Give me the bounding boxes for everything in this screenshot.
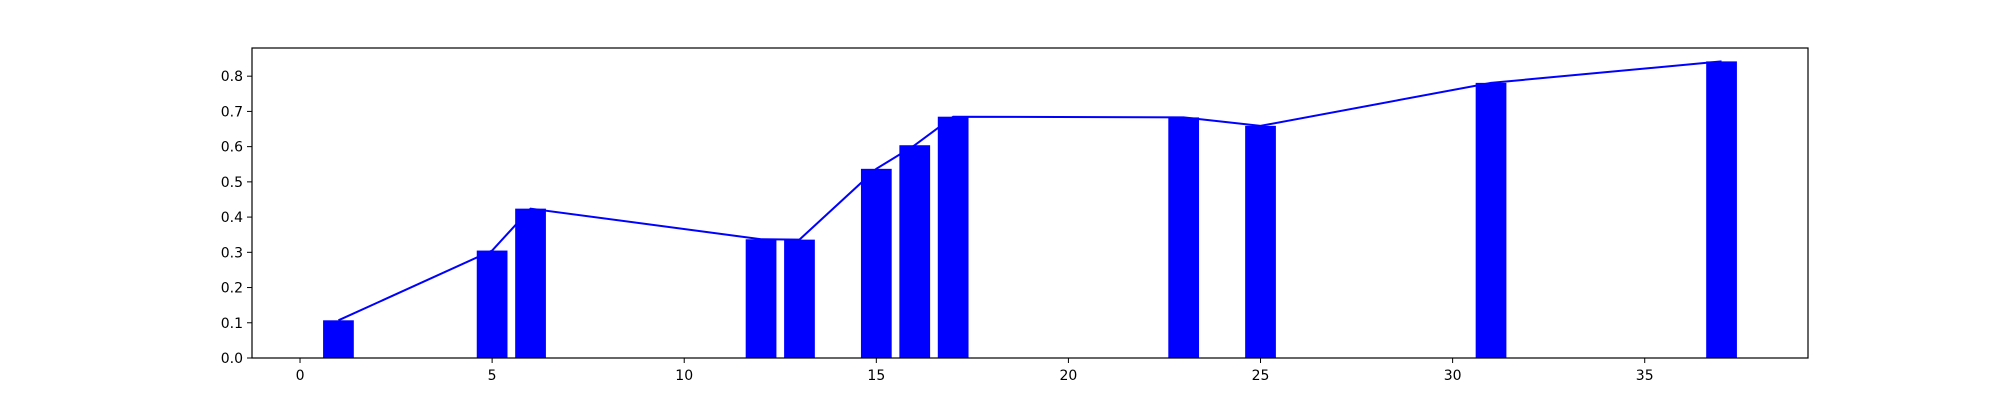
series-line: [338, 60, 1722, 322]
bar: [1475, 82, 1507, 358]
bar: [476, 250, 508, 358]
x-tick-label: 20: [1060, 368, 1078, 384]
x-tick-label: 10: [675, 368, 693, 384]
bar: [1706, 61, 1737, 359]
y-tick-label: 0.2: [221, 281, 243, 297]
x-tick-label: 0: [296, 368, 305, 384]
y-tick-label: 0.4: [221, 210, 243, 226]
bar: [323, 320, 354, 358]
y-tick-label: 0.0: [221, 351, 243, 367]
x-tick-label: 25: [1252, 368, 1270, 384]
x-tick-label: 5: [488, 368, 497, 384]
x-axis-ticks: 0 5 10 15 20 25 30 35: [296, 358, 1654, 384]
bar: [899, 145, 931, 358]
x-tick-label: 15: [867, 368, 885, 384]
bar: [1168, 117, 1200, 358]
bar: [515, 208, 546, 358]
y-tick-label: 0.3: [221, 245, 243, 261]
y-tick-label: 0.7: [221, 104, 243, 120]
y-tick-label: 0.6: [221, 140, 243, 156]
bar: [784, 239, 815, 358]
y-tick-label: 0.5: [221, 175, 243, 191]
bars-group: [323, 61, 1737, 359]
x-tick-label: 30: [1444, 368, 1462, 384]
bar: [745, 239, 777, 358]
x-tick-label: 35: [1636, 368, 1654, 384]
y-axis-ticks: 0.0 0.1 0.2 0.3 0.4 0.5 0.6 0.7 0.8: [221, 69, 252, 367]
y-tick-label: 0.1: [221, 316, 243, 332]
bar: [1245, 125, 1276, 359]
axes-frame: [251, 47, 1809, 359]
bar: [860, 168, 892, 358]
bar: [937, 116, 969, 359]
y-tick-label: 0.8: [221, 69, 243, 85]
